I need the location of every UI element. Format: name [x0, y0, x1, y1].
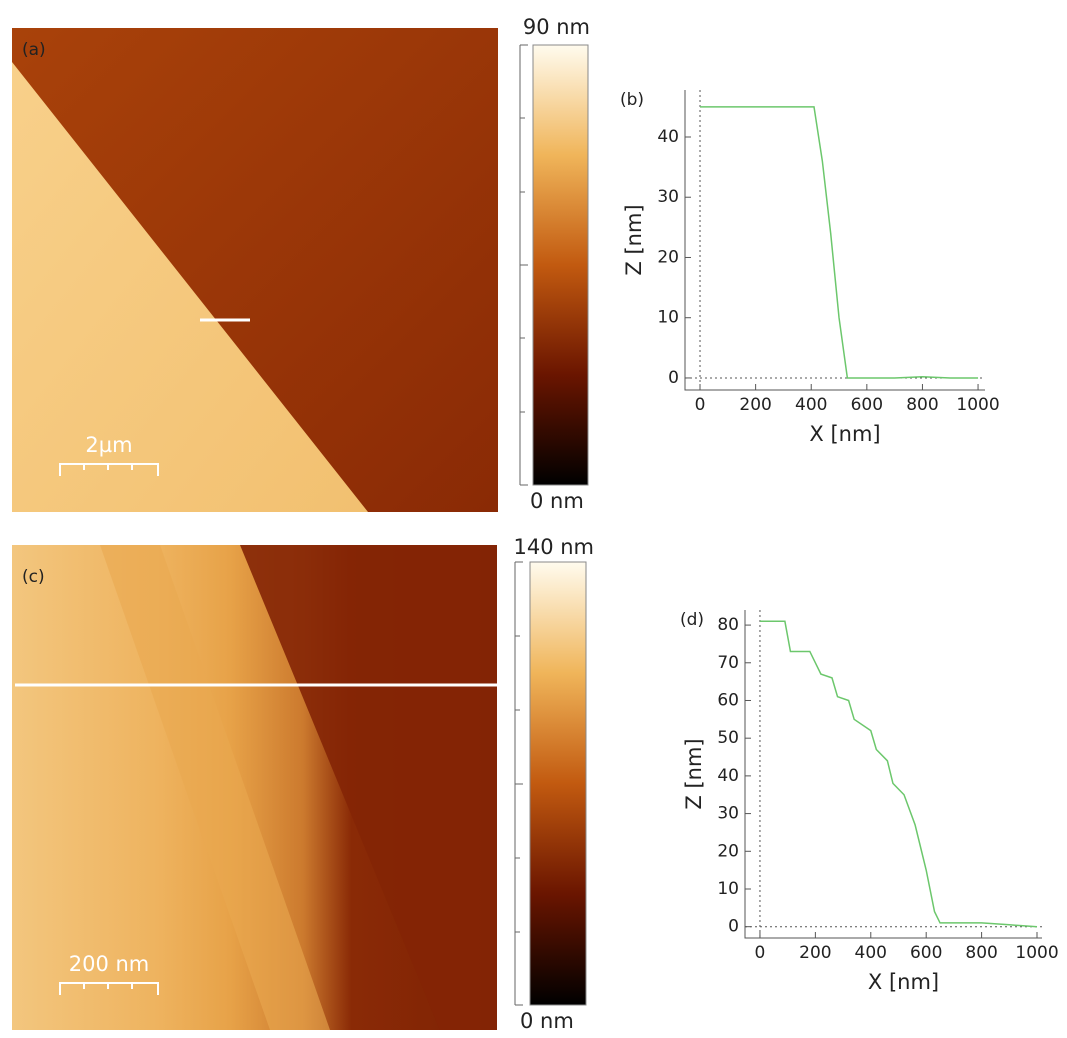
- line-series: [759, 620, 1038, 928]
- afm-image-a: [12, 28, 498, 512]
- x-tick-label: 0: [695, 395, 706, 415]
- colorbar-max: 90 nm: [523, 15, 590, 39]
- panel-label: (a): [22, 40, 46, 60]
- scale-bar-label: 2µm: [85, 433, 132, 457]
- y-tick-label: 50: [717, 728, 739, 748]
- x-tick-label: 600: [910, 943, 942, 963]
- y-tick-label: 40: [657, 127, 679, 147]
- y-tick-label: 30: [717, 804, 739, 824]
- y-tick-label: 10: [717, 879, 739, 899]
- x-axis-label: X [nm]: [868, 970, 939, 994]
- x-tick-label: 400: [855, 943, 887, 963]
- x-tick-label: 400: [795, 395, 827, 415]
- y-tick-label: 40: [717, 766, 739, 786]
- y-tick-label: 70: [717, 653, 739, 673]
- y-tick-label: 10: [657, 308, 679, 328]
- x-tick-label: 800: [906, 395, 938, 415]
- y-tick-label: 20: [657, 247, 679, 267]
- x-tick-label: 1000: [1015, 943, 1058, 963]
- y-tick-label: 30: [657, 187, 679, 207]
- axes: [744, 610, 1042, 939]
- x-tick-label: 1000: [956, 395, 999, 415]
- scale-bar-label: 200 nm: [69, 952, 150, 976]
- afm-image-c: [12, 545, 497, 1030]
- x-tick-label: 0: [755, 943, 766, 963]
- axes: [684, 90, 985, 391]
- line-series: [700, 106, 979, 379]
- panel-label: (c): [22, 567, 45, 587]
- colorbar: [529, 561, 587, 1006]
- x-tick-label: 200: [799, 943, 831, 963]
- y-tick-label: 80: [717, 615, 739, 635]
- panel-label: (b): [620, 90, 644, 110]
- colorbar-min: 0 nm: [530, 489, 584, 513]
- y-axis-label: Z [nm]: [622, 204, 646, 275]
- x-axis-label: X [nm]: [809, 422, 880, 446]
- colorbar: [532, 44, 589, 486]
- y-tick-label: 0: [668, 368, 679, 388]
- x-tick-label: 600: [851, 395, 883, 415]
- x-tick-label: 800: [965, 943, 997, 963]
- y-tick-label: 0: [728, 917, 739, 937]
- colorbar-max: 140 nm: [513, 535, 594, 559]
- y-tick-label: 20: [717, 841, 739, 861]
- colorbar-min: 0 nm: [520, 1009, 574, 1033]
- y-tick-label: 60: [717, 690, 739, 710]
- y-axis-label: Z [nm]: [682, 738, 706, 809]
- panel-label: (d): [680, 610, 704, 630]
- x-tick-label: 200: [739, 395, 771, 415]
